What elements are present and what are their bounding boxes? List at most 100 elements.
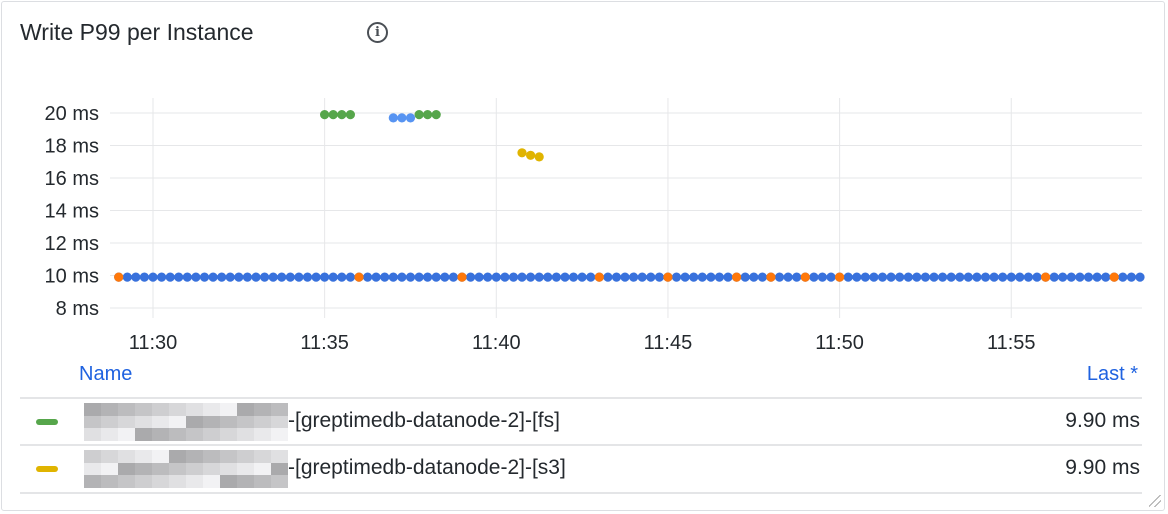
data-point xyxy=(663,272,673,282)
data-point xyxy=(277,272,287,282)
data-point xyxy=(397,113,407,123)
legend-name-header[interactable]: Name xyxy=(79,363,133,385)
data-point xyxy=(963,272,973,282)
data-point xyxy=(603,272,613,282)
y-tick-label: 20 ms xyxy=(45,103,99,125)
data-point xyxy=(938,272,948,282)
data-point xyxy=(1092,272,1102,282)
x-tick-label: 11:35 xyxy=(300,332,349,354)
resize-handle-icon[interactable] xyxy=(1149,495,1161,507)
data-point xyxy=(637,272,647,282)
data-point xyxy=(337,272,347,282)
data-point xyxy=(551,272,562,282)
x-tick-label: 11:45 xyxy=(644,332,693,354)
data-point xyxy=(629,272,639,282)
data-point xyxy=(774,272,785,282)
data-point xyxy=(800,272,810,282)
data-point xyxy=(654,272,665,282)
data-point xyxy=(1058,272,1068,282)
data-point xyxy=(285,272,295,282)
data-point xyxy=(586,272,596,282)
data-point xyxy=(474,272,484,282)
data-point xyxy=(689,272,699,282)
series-color-swatch xyxy=(36,466,58,472)
data-point xyxy=(371,272,381,282)
data-point xyxy=(534,272,544,282)
data-point xyxy=(405,272,416,282)
data-point xyxy=(714,272,725,282)
data-point xyxy=(208,272,218,282)
data-point xyxy=(560,272,570,282)
data-point xyxy=(234,272,244,282)
data-point xyxy=(766,272,776,282)
data-point xyxy=(174,272,184,282)
x-tick-label: 11:50 xyxy=(815,332,864,354)
data-point xyxy=(912,272,922,282)
data-point xyxy=(826,272,836,282)
data-point xyxy=(491,272,501,282)
data-point xyxy=(320,110,330,120)
data-point xyxy=(122,272,132,282)
y-tick-label: 10 ms xyxy=(45,266,99,288)
legend-row[interactable]: -[greptimedb-datanode-2]-[s3] 9.90 ms xyxy=(20,444,1142,494)
data-point xyxy=(199,272,210,282)
data-point xyxy=(1032,272,1042,282)
data-point xyxy=(697,272,707,282)
data-point xyxy=(380,272,390,282)
data-point xyxy=(920,272,931,282)
data-point xyxy=(526,272,536,282)
data-point xyxy=(414,110,424,120)
data-point xyxy=(217,272,227,282)
data-point xyxy=(388,113,398,123)
data-point xyxy=(543,272,553,282)
data-point xyxy=(989,272,999,282)
data-point xyxy=(1015,272,1025,282)
data-point xyxy=(1101,272,1111,282)
data-point xyxy=(337,110,347,120)
series-last-value: 9.90 ms xyxy=(1065,409,1140,432)
series-color-swatch xyxy=(36,419,58,425)
data-point xyxy=(139,272,149,282)
legend-row[interactable]: -[greptimedb-datanode-2]-[fs] 9.90 ms xyxy=(20,397,1142,445)
data-point xyxy=(1066,272,1076,282)
data-point xyxy=(1118,272,1128,282)
data-point xyxy=(423,272,433,282)
data-point xyxy=(955,272,965,282)
data-point xyxy=(294,272,304,282)
data-point xyxy=(895,272,905,282)
data-point xyxy=(242,272,252,282)
y-tick-label: 18 ms xyxy=(45,136,99,158)
data-point xyxy=(594,272,604,282)
data-point xyxy=(414,272,424,282)
y-tick-label: 16 ms xyxy=(45,168,99,190)
data-point xyxy=(1135,272,1145,282)
data-point xyxy=(388,272,398,282)
data-point xyxy=(534,152,544,162)
data-point xyxy=(980,272,991,282)
data-point xyxy=(345,110,355,120)
data-point xyxy=(732,272,742,282)
data-point xyxy=(1049,272,1059,282)
data-point xyxy=(483,272,493,282)
y-tick-label: 14 ms xyxy=(45,201,99,223)
legend-last-header[interactable]: Last * xyxy=(1086,363,1138,385)
data-point xyxy=(268,272,278,282)
data-point xyxy=(611,272,622,282)
data-point xyxy=(363,272,373,282)
info-circle-icon[interactable]: i xyxy=(367,22,388,43)
series-name: -[greptimedb-datanode-2]-[fs] xyxy=(288,409,560,432)
data-point xyxy=(809,272,819,282)
data-point xyxy=(929,272,939,282)
data-point xyxy=(457,272,467,282)
data-point xyxy=(749,272,759,282)
data-point xyxy=(320,272,330,282)
data-point xyxy=(1041,272,1051,282)
data-point xyxy=(646,272,656,282)
data-point xyxy=(448,272,458,282)
data-point xyxy=(903,272,913,282)
data-point xyxy=(680,272,690,282)
data-point xyxy=(843,272,853,282)
scatter-chart: 8 ms 10 ms 12 ms 14 ms 16 ms 18 ms 20 ms 11:30 1… xyxy=(45,98,1145,354)
y-tick-label: 8 ms xyxy=(56,298,99,320)
